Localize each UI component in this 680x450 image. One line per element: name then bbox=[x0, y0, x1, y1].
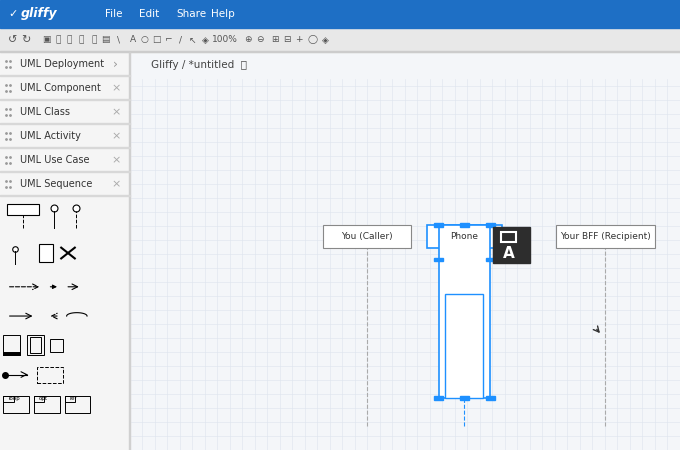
Text: Share: Share bbox=[177, 9, 207, 19]
Text: ↻: ↻ bbox=[21, 35, 31, 45]
Bar bbox=[39, 244, 53, 262]
Text: File: File bbox=[105, 9, 123, 19]
Bar bbox=[30, 337, 41, 353]
Text: ×: × bbox=[112, 179, 121, 189]
Bar bbox=[3, 396, 14, 401]
Bar bbox=[130, 52, 680, 78]
Bar bbox=[556, 225, 654, 248]
Text: gliffy: gliffy bbox=[20, 8, 57, 21]
Text: Edit: Edit bbox=[139, 9, 160, 19]
Text: UML Use Case: UML Use Case bbox=[20, 155, 90, 165]
Bar bbox=[0, 123, 130, 124]
Bar bbox=[445, 294, 483, 398]
Text: UML Activity: UML Activity bbox=[20, 131, 82, 141]
Text: ◈: ◈ bbox=[322, 36, 328, 45]
Bar bbox=[130, 78, 680, 450]
Bar bbox=[435, 258, 443, 261]
Bar bbox=[0, 171, 130, 172]
Text: ⧉: ⧉ bbox=[67, 36, 72, 45]
Text: ✓: ✓ bbox=[8, 9, 18, 19]
Text: loop: loop bbox=[8, 396, 20, 401]
Bar bbox=[3, 335, 20, 355]
Text: You (Caller): You (Caller) bbox=[341, 232, 393, 241]
Text: ⊕: ⊕ bbox=[244, 36, 252, 45]
Text: Gliffy / *untitled  🔒: Gliffy / *untitled 🔒 bbox=[151, 60, 247, 71]
Text: ⌐: ⌐ bbox=[165, 36, 173, 45]
Bar bbox=[486, 396, 495, 400]
Bar bbox=[7, 203, 39, 215]
Text: ▣: ▣ bbox=[42, 36, 50, 45]
Text: ↺: ↺ bbox=[7, 35, 17, 45]
Text: Phone: Phone bbox=[450, 232, 479, 241]
Bar bbox=[460, 223, 469, 227]
Bar bbox=[460, 396, 469, 400]
Text: +: + bbox=[295, 36, 303, 45]
Text: UML Deployment: UML Deployment bbox=[20, 59, 105, 69]
Text: Your BFF (Recipient): Your BFF (Recipient) bbox=[560, 232, 651, 241]
Bar bbox=[501, 232, 516, 242]
Text: /: / bbox=[179, 36, 182, 45]
Text: Help: Help bbox=[211, 9, 235, 19]
Text: ref: ref bbox=[69, 396, 77, 401]
Text: A: A bbox=[503, 246, 514, 261]
Bar bbox=[435, 223, 443, 227]
Text: 🔗: 🔗 bbox=[91, 36, 97, 45]
Bar bbox=[323, 225, 411, 248]
Bar bbox=[439, 225, 490, 398]
Bar bbox=[0, 52, 130, 450]
Text: ▤: ▤ bbox=[101, 36, 109, 45]
Text: ›: › bbox=[112, 58, 118, 71]
Bar bbox=[34, 396, 44, 401]
Text: ⧈: ⧈ bbox=[78, 36, 84, 45]
Text: ×: × bbox=[112, 131, 121, 141]
Text: □: □ bbox=[152, 36, 160, 45]
Text: \: \ bbox=[118, 36, 120, 45]
Text: UML Sequence: UML Sequence bbox=[20, 179, 92, 189]
Text: opt: opt bbox=[39, 396, 48, 401]
Text: ↖: ↖ bbox=[188, 36, 197, 45]
Bar bbox=[0, 0, 680, 28]
Bar bbox=[34, 396, 60, 413]
Bar bbox=[65, 396, 90, 413]
Bar bbox=[65, 396, 75, 401]
Bar bbox=[427, 225, 502, 248]
Bar bbox=[0, 195, 130, 196]
Bar bbox=[486, 258, 495, 261]
Bar bbox=[486, 223, 495, 227]
Text: UML Component: UML Component bbox=[20, 83, 101, 93]
Bar bbox=[129, 52, 130, 450]
Text: ⊖: ⊖ bbox=[256, 36, 264, 45]
Bar bbox=[27, 335, 44, 355]
Text: ⧉: ⧉ bbox=[55, 36, 61, 45]
Bar bbox=[0, 75, 130, 76]
Bar bbox=[493, 227, 530, 263]
Text: ×: × bbox=[112, 83, 121, 93]
Text: ⊞: ⊞ bbox=[271, 36, 279, 45]
Text: ×: × bbox=[112, 107, 121, 117]
Text: ⊟: ⊟ bbox=[283, 36, 291, 45]
Bar bbox=[37, 367, 63, 382]
Bar bbox=[0, 147, 130, 148]
Text: ○: ○ bbox=[141, 36, 149, 45]
Bar bbox=[435, 396, 443, 400]
Text: 100%: 100% bbox=[211, 36, 237, 45]
Text: ◯: ◯ bbox=[308, 36, 318, 45]
Text: UML Class: UML Class bbox=[20, 107, 71, 117]
Bar bbox=[3, 396, 29, 413]
Bar bbox=[0, 99, 130, 100]
Bar bbox=[50, 338, 63, 352]
Text: ×: × bbox=[112, 155, 121, 165]
Bar bbox=[0, 28, 680, 52]
Text: ◈: ◈ bbox=[202, 36, 209, 45]
Bar bbox=[3, 351, 20, 355]
Bar bbox=[0, 51, 680, 52]
Text: A: A bbox=[129, 36, 136, 45]
